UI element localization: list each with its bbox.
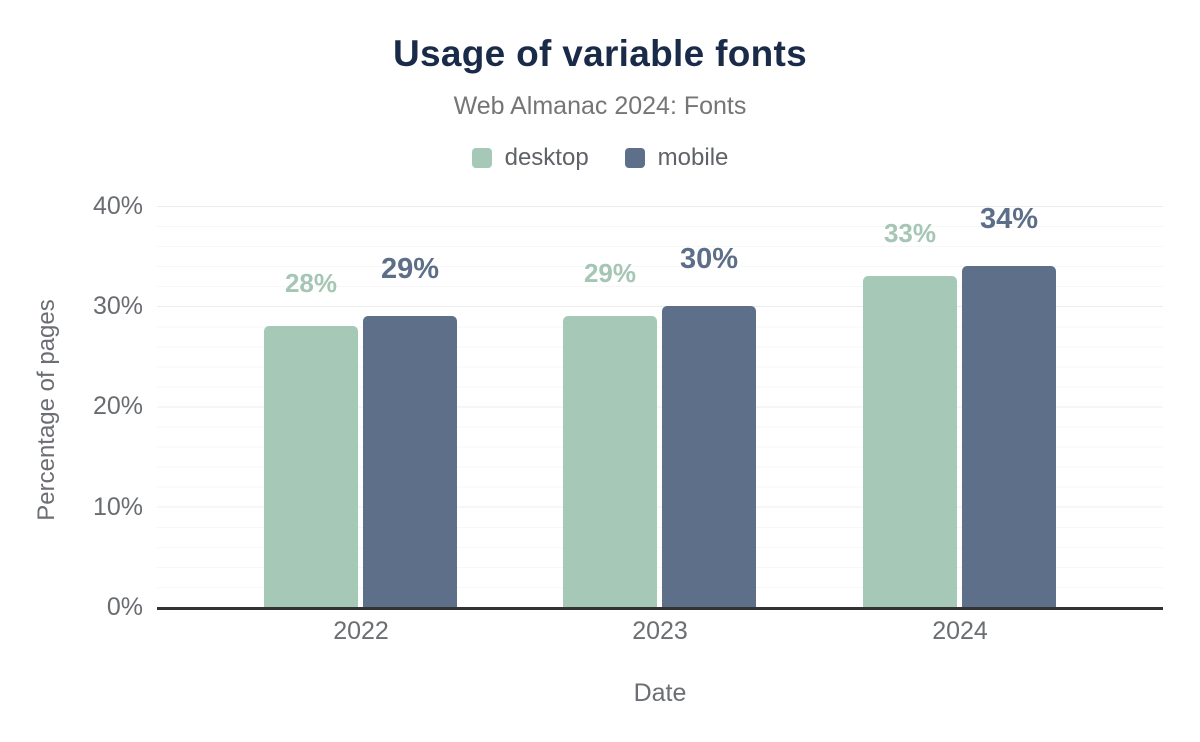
bar-value-label: 29% (583, 258, 637, 289)
bar-group-2023: 29% 30% (563, 206, 756, 607)
plot-area: 28% 29% 29% 30% 33% 34% (157, 205, 1163, 610)
desktop-swatch-icon (471, 148, 492, 168)
legend: desktop mobile (0, 144, 1200, 172)
bar-value-label: 33% (883, 218, 937, 249)
x-axis-title: Date (633, 679, 687, 707)
bar-group-2024: 33% 34% (863, 205, 1056, 607)
legend-item-mobile: mobile (624, 144, 729, 172)
bar-value-label: 30% (679, 243, 739, 276)
bar-desktop-2022: 28% (264, 270, 358, 607)
bar-mobile-2024: 34% (962, 205, 1056, 607)
legend-label: mobile (657, 144, 729, 171)
bar-mobile-2023: 30% (662, 245, 756, 607)
x-tick-label: 2023 (632, 617, 688, 645)
legend-label: desktop (504, 144, 589, 171)
x-tick-label: 2024 (932, 617, 988, 645)
bar-desktop-2023: 29% (563, 260, 657, 607)
bar-value-label: 28% (284, 268, 338, 299)
mobile-swatch-icon (624, 148, 645, 168)
chart-subtitle: Web Almanac 2024: Fonts (453, 92, 747, 120)
chart-title: Usage of variable fonts (392, 33, 807, 74)
bar-group-2022: 28% 29% (264, 206, 457, 607)
y-tick-label: 10% (92, 493, 143, 521)
legend-item-desktop: desktop (471, 144, 589, 172)
bar-mobile-2022: 29% (363, 255, 457, 607)
x-tick-label: 2022 (333, 617, 389, 645)
y-tick-label: 0% (106, 593, 143, 621)
bar-desktop-2024: 33% (863, 220, 957, 607)
y-tick-label: 20% (92, 392, 143, 420)
bar-value-label: 29% (380, 253, 440, 286)
y-tick-label: 40% (92, 192, 143, 220)
bar-value-label: 34% (979, 203, 1039, 236)
y-tick-label: 30% (92, 292, 143, 320)
